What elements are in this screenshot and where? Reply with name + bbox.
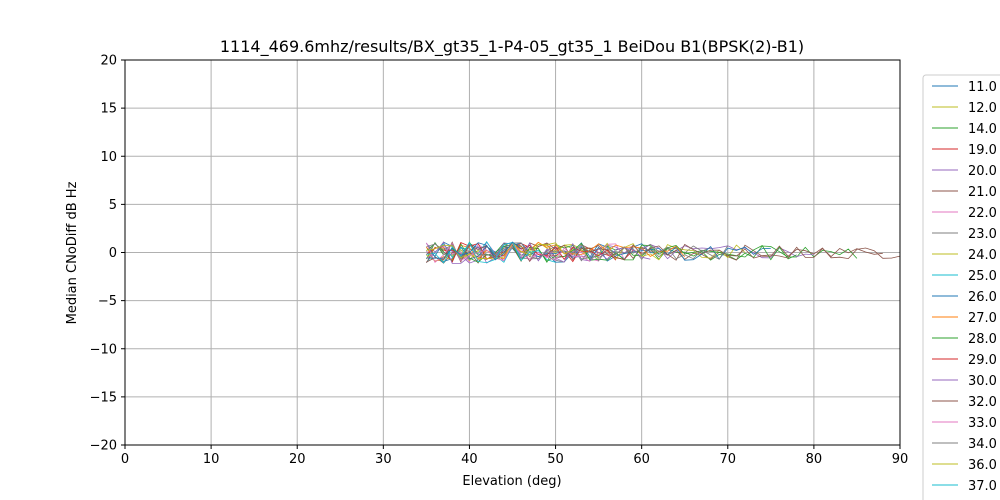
x-tick-label: 70: [720, 452, 737, 467]
x-axis-label: Elevation (deg): [462, 474, 561, 489]
x-tick-label: 40: [461, 452, 478, 467]
legend-label: 22.0: [968, 206, 997, 221]
x-tick-label: 50: [547, 452, 564, 467]
x-tick-label: 10: [203, 452, 220, 467]
legend-label: 20.0: [968, 164, 997, 179]
x-tick-label: 20: [289, 452, 306, 467]
legend-label: 12.0: [968, 101, 997, 116]
y-tick-label: 10: [100, 150, 117, 165]
legend-label: 29.0: [968, 353, 997, 368]
y-tick-label: −10: [90, 342, 117, 357]
x-tick-label: 60: [633, 452, 650, 467]
legend-label: 14.0: [968, 122, 997, 137]
series-lines: [426, 240, 901, 264]
legend-label: 37.0: [968, 479, 997, 494]
legend-label: 32.0: [968, 395, 997, 410]
legend-box: [922, 74, 1000, 500]
y-tick-label: 0: [109, 246, 117, 261]
y-tick-label: −5: [98, 294, 117, 309]
legend-label: 33.0: [968, 416, 997, 431]
series-line-34-0: [426, 242, 729, 262]
y-tick-label: 15: [100, 102, 117, 117]
series-line-27-0: [426, 241, 686, 263]
legend-label: 27.0: [968, 311, 997, 326]
x-tick-label: 30: [375, 452, 392, 467]
legend-label: 23.0: [968, 227, 997, 242]
series-line-30-0: [426, 241, 651, 264]
series-line-26-0: [426, 242, 771, 262]
x-tick-label: 90: [892, 452, 909, 467]
series-line-41-0: [426, 241, 522, 261]
x-tick-label: 0: [121, 452, 129, 467]
series-line-29-0: [426, 241, 617, 264]
y-tick-label: 5: [109, 198, 117, 213]
legend-label: 36.0: [968, 458, 997, 473]
y-axis-label: Median CNoDiff dB Hz: [65, 181, 80, 324]
series-line-36-0: [426, 242, 573, 260]
y-tick-label: −15: [90, 390, 117, 405]
legend-label: 28.0: [968, 332, 997, 347]
x-tick-label: 80: [806, 452, 823, 467]
legend-label: 34.0: [968, 437, 997, 452]
series-line-37-0: [426, 241, 539, 264]
chart-title: 1114_469.6mhz/results/BX_gt35_1-P4-05_gt…: [220, 37, 804, 57]
series-line-32-0: [426, 241, 883, 263]
legend-label: 24.0: [968, 248, 997, 263]
y-tick-label: 20: [100, 54, 117, 69]
legend: 11.0 12.0 14.0 19.0 20.0 21.0 22.0 23.0 24.0 25.0…: [922, 74, 1000, 500]
legend-label: 21.0: [968, 185, 997, 200]
y-tick-label: −20: [90, 439, 117, 454]
legend-label: 19.0: [968, 143, 997, 158]
legend-label: 26.0: [968, 290, 997, 305]
legend-label: 11.0: [968, 80, 997, 95]
legend-label: 30.0: [968, 374, 997, 389]
legend-label: 25.0: [968, 269, 997, 284]
